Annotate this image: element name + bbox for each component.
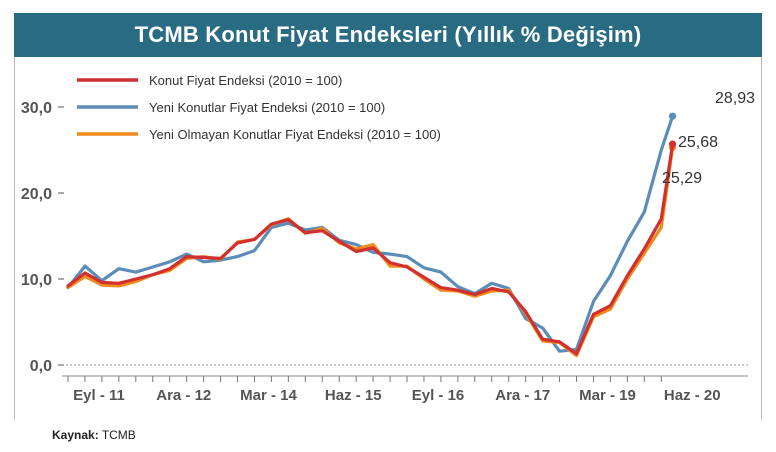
- chart-axes: 0,0 10,0 20,0 30,0 Eyl - 11 Ara - 12 Mar - 14 H…: [21, 100, 748, 404]
- x-tick-label: Haz - 15: [325, 387, 382, 404]
- chart-title-banner: TCMB Konut Fiyat Endeksleri (Yıllık % De…: [14, 13, 762, 57]
- source-label: Kaynak:: [52, 428, 99, 442]
- x-tick-label: Mar - 19: [579, 387, 636, 404]
- y-tick-label: 10,0: [21, 272, 52, 289]
- x-tick-label: Mar - 14: [240, 387, 297, 404]
- source-value: TCMB: [101, 428, 136, 442]
- value-annotation: 28,93: [715, 90, 755, 107]
- y-tick-label: 30,0: [21, 100, 52, 117]
- value-annotation: 25,29: [662, 170, 702, 187]
- x-tick-label: Ara - 12: [156, 387, 211, 404]
- series-end-point-2: [668, 112, 677, 120]
- x-tick-label: Haz - 20: [664, 387, 721, 404]
- series-end-point-1: [668, 140, 677, 148]
- x-tick-label: Eyl - 11: [73, 387, 125, 404]
- series-line-3: [66, 145, 675, 358]
- source-note: Kaynak: TCMB: [52, 428, 136, 442]
- chart-legend: Konut Fiyat Endeksi (2010 = 100) Yeni Kon…: [77, 73, 441, 142]
- chart-title: TCMB Konut Fiyat Endeksleri (Yıllık % De…: [134, 22, 642, 47]
- chart-frame: [14, 57, 762, 420]
- y-tick-label: 0,0: [30, 358, 52, 375]
- legend-label: Yeni Konutlar Fiyat Endeksi (2010 = 100): [149, 100, 385, 115]
- y-tick-label: 20,0: [21, 186, 52, 203]
- x-tick-label: Ara - 17: [495, 387, 550, 404]
- legend-label: Yeni Olmayan Konutlar Fiyat Endeksi (201…: [149, 127, 441, 142]
- x-tick-label: Eyl - 16: [412, 387, 465, 404]
- annotations: 28,93 25,68 25,29: [662, 90, 755, 187]
- series-layer: [66, 112, 677, 358]
- value-annotation: 25,68: [678, 134, 718, 151]
- series-line-1: [66, 142, 675, 356]
- series-line-2: [66, 114, 675, 353]
- legend-label: Konut Fiyat Endeksi (2010 = 100): [149, 73, 342, 88]
